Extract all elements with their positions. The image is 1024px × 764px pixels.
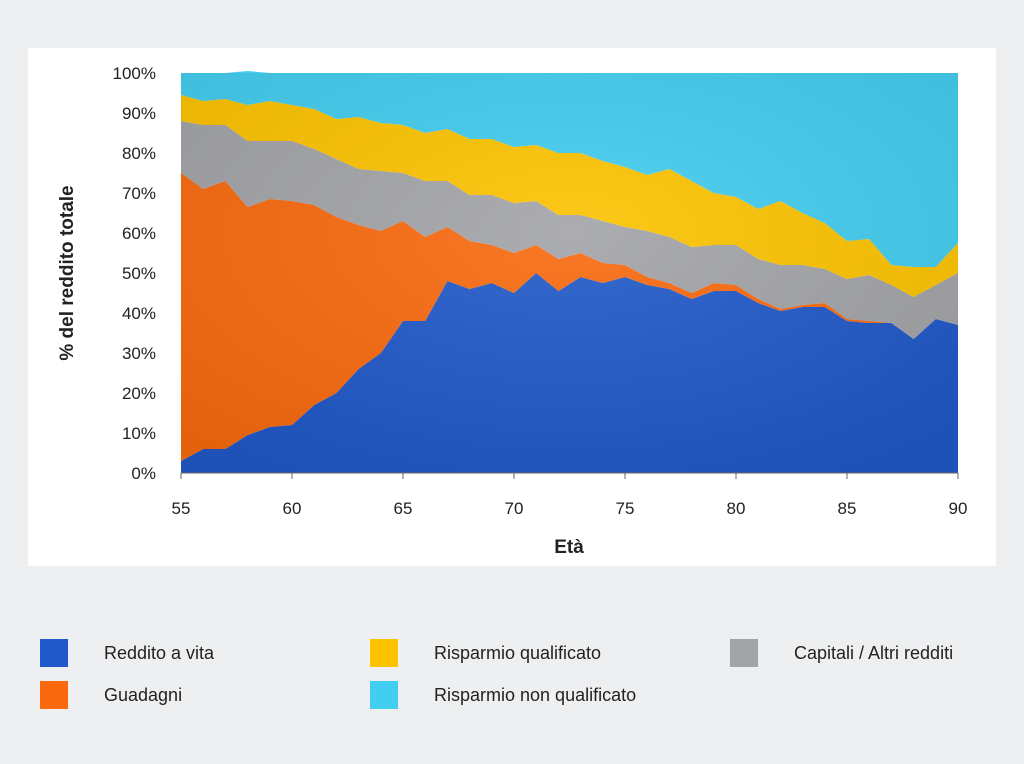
legend-label: Risparmio non qualificato bbox=[434, 684, 637, 705]
x-tick-label: 85 bbox=[838, 499, 857, 518]
y-tick-label: 20% bbox=[122, 384, 156, 403]
legend-item: Reddito a vita bbox=[40, 638, 214, 668]
y-tick-label: 0% bbox=[131, 464, 156, 483]
y-tick-label: 30% bbox=[122, 344, 156, 363]
stacked-area-chart: 0% 10% 20% 30% 40% 50% 60% 70% 80% 90% 100% 55 60 65 7… bbox=[57, 64, 968, 558]
legend-label: Risparmio qualificato bbox=[434, 642, 602, 663]
y-tick-label: 40% bbox=[122, 304, 156, 323]
plot-shading bbox=[181, 73, 958, 473]
legend-item: Capitali / Altri redditi bbox=[730, 638, 953, 668]
legend: Reddito a vita Risparmio qualificato Capit… bbox=[0, 620, 1024, 730]
x-tick-label: 55 bbox=[172, 499, 191, 518]
x-tick-label: 80 bbox=[727, 499, 746, 518]
legend-swatch bbox=[370, 681, 398, 709]
y-axis-title: % del reddito totale bbox=[57, 185, 78, 360]
legend-label: Guadagni bbox=[104, 684, 183, 705]
legend-swatch bbox=[370, 639, 398, 667]
chart-panel: 0% 10% 20% 30% 40% 50% 60% 70% 80% 90% 100% 55 60 65 7… bbox=[28, 48, 996, 566]
y-tick-label: 80% bbox=[122, 144, 156, 163]
legend-item: Risparmio non qualificato bbox=[370, 680, 636, 710]
legend-label: Capitali / Altri redditi bbox=[794, 642, 954, 663]
legend-item: Risparmio qualificato bbox=[370, 638, 601, 668]
x-tick-label: 60 bbox=[283, 499, 302, 518]
legend-label: Reddito a vita bbox=[104, 642, 215, 663]
legend-item: Guadagni bbox=[40, 680, 182, 710]
x-tick-label: 90 bbox=[949, 499, 968, 518]
x-tick-label: 75 bbox=[616, 499, 635, 518]
y-tick-label: 70% bbox=[122, 184, 156, 203]
x-axis-title: Età bbox=[554, 537, 584, 558]
x-tick-label: 70 bbox=[505, 499, 524, 518]
legend-swatch bbox=[730, 639, 758, 667]
y-tick-label: 60% bbox=[122, 224, 156, 243]
axes-layer: 0% 10% 20% 30% 40% 50% 60% 70% 80% 90% 100% 55 60 65 7… bbox=[113, 64, 968, 518]
legend-swatch bbox=[40, 681, 68, 709]
legend-swatch bbox=[40, 639, 68, 667]
y-tick-label: 90% bbox=[122, 104, 156, 123]
y-tick-label: 10% bbox=[122, 424, 156, 443]
y-tick-label: 50% bbox=[122, 264, 156, 283]
x-tick-label: 65 bbox=[394, 499, 413, 518]
y-tick-label: 100% bbox=[113, 64, 156, 83]
